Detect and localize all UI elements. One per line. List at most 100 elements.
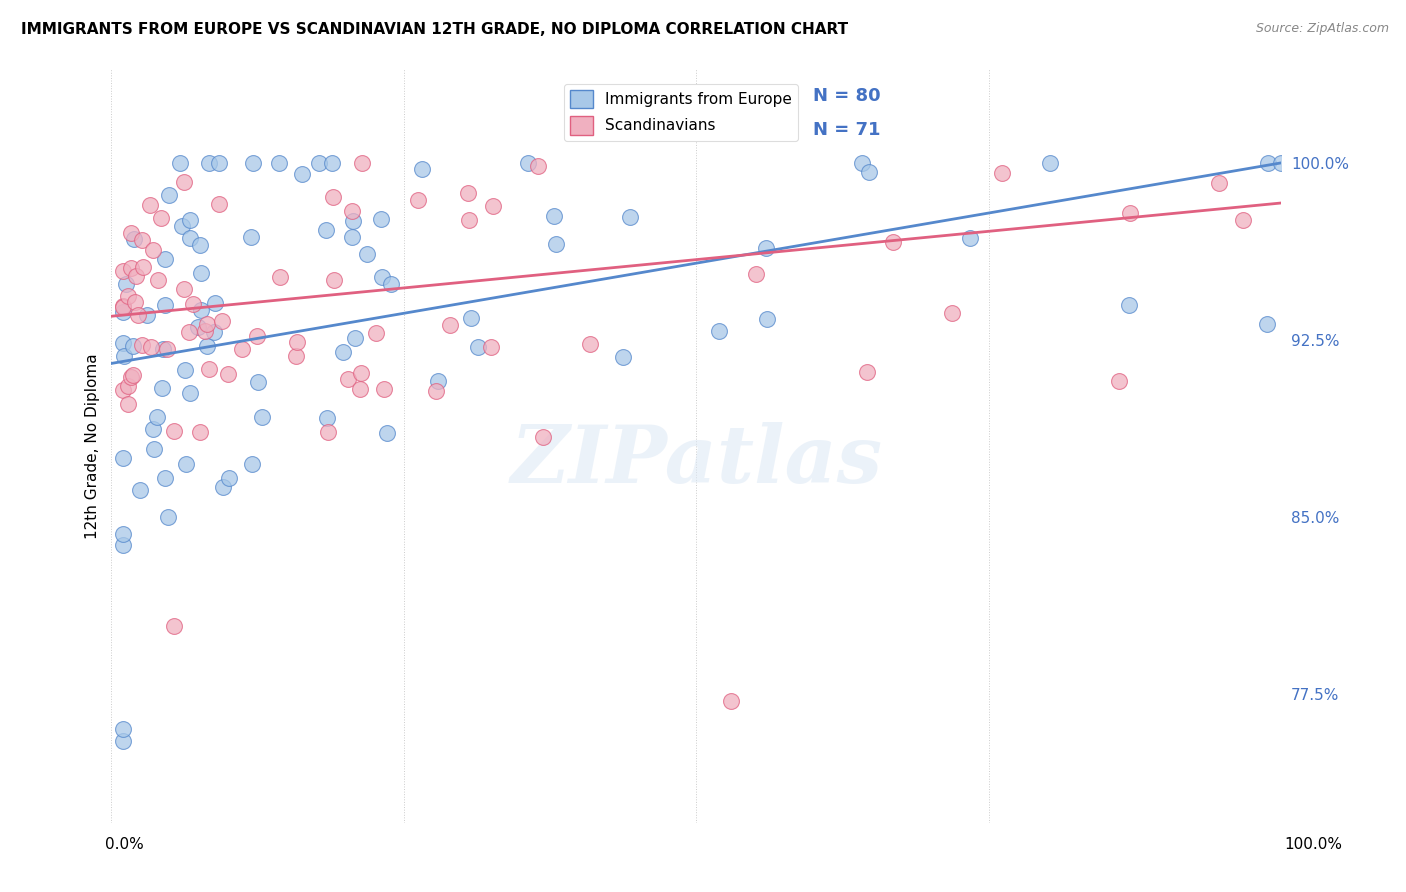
Point <box>1108 374 1130 388</box>
Point <box>291 167 314 181</box>
Point <box>579 337 602 351</box>
Point <box>242 156 264 170</box>
Point <box>460 310 482 325</box>
Point <box>188 237 211 252</box>
Text: 100.0%: 100.0% <box>1285 837 1343 852</box>
Point <box>129 483 152 497</box>
Point <box>122 232 145 246</box>
Point <box>481 199 503 213</box>
Point <box>543 209 565 223</box>
Point <box>174 363 197 377</box>
Point <box>531 430 554 444</box>
Point <box>267 156 290 170</box>
Point <box>155 252 177 266</box>
Point <box>193 324 215 338</box>
Point <box>112 527 135 541</box>
Point <box>190 425 212 439</box>
Point <box>208 197 231 211</box>
Point <box>122 339 145 353</box>
Point <box>527 160 550 174</box>
Point <box>322 190 344 204</box>
Point <box>218 471 240 485</box>
Point <box>127 308 149 322</box>
Text: IMMIGRANTS FROM EUROPE VS SCANDINAVIAN 12TH GRADE, NO DIPLOMA CORRELATION CHART: IMMIGRANTS FROM EUROPE VS SCANDINAVIAN 1… <box>21 22 848 37</box>
Point <box>855 366 877 380</box>
Point <box>411 162 433 177</box>
Point <box>246 328 269 343</box>
Point <box>323 273 346 287</box>
Point <box>269 270 291 285</box>
Point <box>1208 176 1230 190</box>
Point <box>150 381 173 395</box>
Point <box>112 305 135 319</box>
Point <box>179 231 201 245</box>
Point <box>146 273 169 287</box>
Point <box>131 338 153 352</box>
Point <box>179 385 201 400</box>
Point <box>332 345 354 359</box>
Point <box>132 260 155 274</box>
Point <box>959 231 981 245</box>
Point <box>112 335 135 350</box>
Point <box>1256 317 1278 331</box>
Point <box>163 618 186 632</box>
Point <box>112 383 135 397</box>
Point <box>406 193 429 207</box>
Point <box>371 270 394 285</box>
Point <box>612 351 634 365</box>
Point <box>755 311 778 326</box>
Point <box>139 340 162 354</box>
Point <box>342 204 364 219</box>
Point <box>467 340 489 354</box>
Point <box>181 297 204 311</box>
Point <box>239 229 262 244</box>
Point <box>112 349 135 363</box>
Point <box>321 156 343 170</box>
Point <box>212 480 235 494</box>
Point <box>1039 156 1062 170</box>
Point <box>169 156 191 170</box>
Point <box>179 325 201 339</box>
Point <box>153 471 176 485</box>
Point <box>112 734 135 748</box>
Point <box>157 509 180 524</box>
Point <box>1232 213 1254 227</box>
Point <box>142 244 165 258</box>
Point <box>145 410 167 425</box>
Point <box>211 314 233 328</box>
Point <box>315 223 337 237</box>
Point <box>117 397 139 411</box>
Point <box>173 175 195 189</box>
Point <box>240 457 263 471</box>
Point <box>120 226 142 240</box>
Point <box>1256 156 1278 170</box>
Point <box>439 318 461 332</box>
Point <box>250 410 273 425</box>
Point <box>247 375 270 389</box>
Point <box>285 334 308 349</box>
Point <box>120 260 142 275</box>
Legend: Immigrants from Europe, Scandinavians: Immigrants from Europe, Scandinavians <box>564 84 797 141</box>
Point <box>720 694 742 708</box>
Point <box>179 213 201 227</box>
Point <box>457 186 479 201</box>
Text: R = 0.189   N = 71: R = 0.189 N = 71 <box>696 121 880 139</box>
Point <box>479 340 502 354</box>
Point <box>755 241 778 255</box>
Point <box>619 211 641 225</box>
Text: Source: ZipAtlas.com: Source: ZipAtlas.com <box>1256 22 1389 36</box>
Point <box>163 424 186 438</box>
Point <box>112 264 135 278</box>
Point <box>117 379 139 393</box>
Point <box>198 362 221 376</box>
Point <box>190 266 212 280</box>
Point <box>851 156 873 170</box>
Point <box>1118 298 1140 312</box>
Point <box>425 384 447 398</box>
Point <box>149 211 172 225</box>
Point <box>231 342 253 356</box>
Point <box>990 166 1012 180</box>
Point <box>120 370 142 384</box>
Point <box>139 198 162 212</box>
Point <box>744 268 766 282</box>
